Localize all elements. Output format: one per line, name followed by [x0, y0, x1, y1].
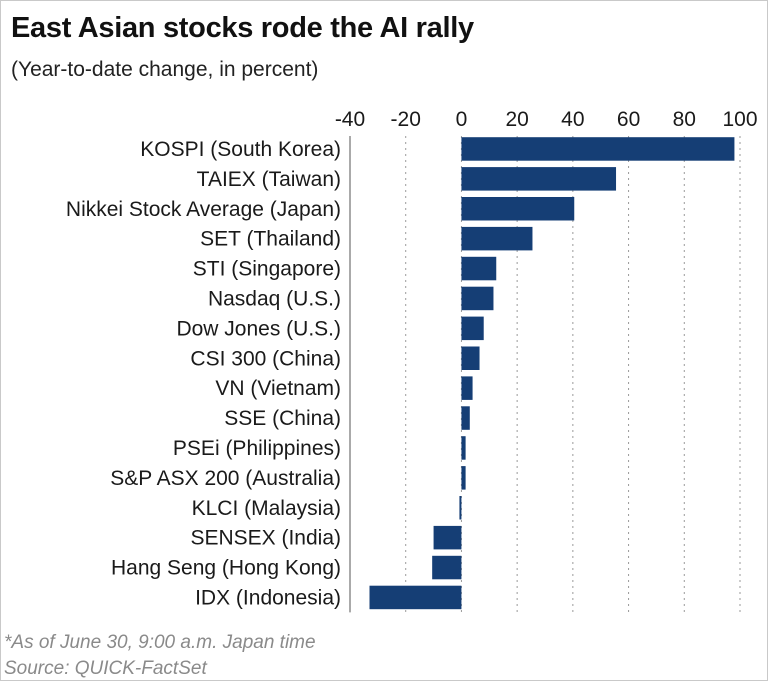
category-label: SET (Thailand) [200, 228, 341, 251]
x-tick-label: -20 [391, 108, 421, 131]
category-label: TAIEX (Taiwan) [197, 168, 341, 191]
category-label: Nikkei Stock Average (Japan) [66, 198, 341, 221]
category-label: VN (Vietnam) [215, 377, 341, 400]
bar [461, 376, 473, 400]
category-label: IDX (Indonesia) [195, 586, 341, 609]
chart-title: East Asian stocks rode the AI rally [11, 12, 474, 44]
bar [461, 226, 533, 251]
bar [461, 316, 484, 341]
x-tick-label: 20 [505, 108, 528, 131]
x-tick-label: 80 [673, 108, 696, 131]
x-tick-label: 100 [722, 108, 757, 131]
bar [461, 286, 494, 311]
category-label: SSE (China) [224, 407, 341, 430]
category-label: CSI 300 (China) [190, 347, 341, 370]
bar [461, 256, 497, 281]
footnote: *As of June 30, 9:00 a.m. Japan time [4, 632, 316, 653]
category-label: Nasdaq (U.S.) [208, 287, 341, 310]
bar [459, 496, 462, 520]
bar [432, 555, 462, 580]
category-label: KOSPI (South Korea) [140, 138, 341, 161]
chart-subtitle: (Year-to-date change, in percent) [11, 58, 319, 81]
x-tick-label: 60 [617, 108, 640, 131]
x-tick-label: 0 [456, 108, 468, 131]
category-label: S&P ASX 200 (Australia) [110, 467, 341, 490]
x-tick-label: 40 [561, 108, 584, 131]
category-label: STI (Singapore) [193, 258, 341, 281]
bar [369, 585, 462, 610]
category-label: KLCI (Malaysia) [192, 497, 341, 520]
bar [461, 406, 470, 430]
category-label: SENSEX (India) [190, 527, 341, 550]
category-label: Dow Jones (U.S.) [176, 317, 341, 340]
bar [461, 197, 575, 221]
x-tick-label: -40 [335, 108, 365, 131]
category-label: PSEi (Philippines) [173, 437, 341, 460]
bar [433, 525, 462, 550]
bar [461, 137, 735, 161]
category-label: Hang Seng (Hong Kong) [111, 557, 341, 580]
bar [461, 346, 480, 370]
bar [461, 466, 466, 490]
bar [461, 167, 617, 191]
bar [461, 436, 466, 460]
source-note: Source: QUICK-FactSet [4, 658, 207, 679]
